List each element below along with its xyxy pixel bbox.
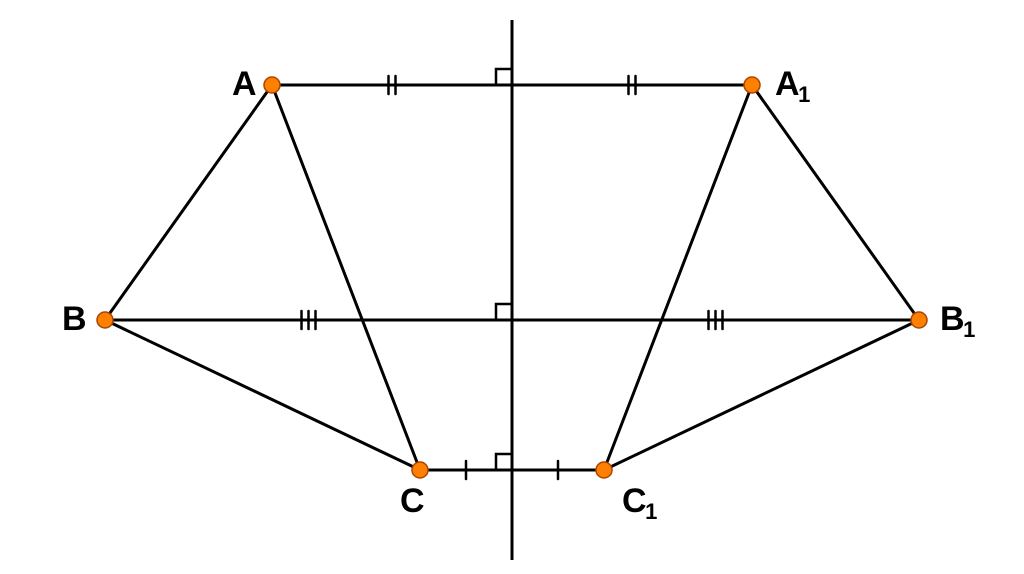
vertex-c1 <box>596 462 612 478</box>
vertex-a1 <box>744 77 760 93</box>
triangle-abc <box>105 85 420 470</box>
label-sub-c1: 1 <box>645 499 657 524</box>
label-a: A <box>232 65 257 103</box>
label-a1: A <box>775 65 800 103</box>
vertex-a <box>264 77 280 93</box>
triangle-a1b1c1 <box>604 85 919 470</box>
label-sub-b1: 1 <box>963 317 975 342</box>
right-angle-marker <box>496 304 512 320</box>
reflection-diagram: AA1BB1CC1 <box>0 0 1024 574</box>
right-angle-marker <box>496 454 512 470</box>
label-b1: B <box>940 300 965 338</box>
right-angle-marker <box>496 69 512 85</box>
label-sub-a1: 1 <box>798 82 810 107</box>
vertex-b <box>97 312 113 328</box>
label-c1: C <box>622 482 647 520</box>
label-b: B <box>62 300 87 338</box>
vertex-c <box>412 462 428 478</box>
vertex-b1 <box>911 312 927 328</box>
label-c: C <box>400 482 425 520</box>
